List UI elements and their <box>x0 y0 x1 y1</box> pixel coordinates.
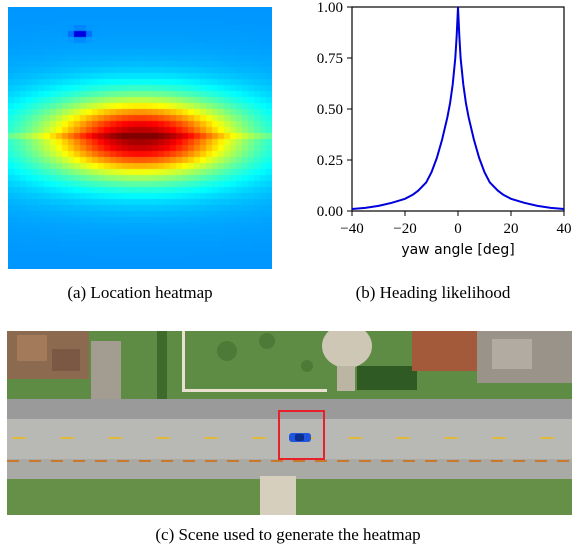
road-lower-lane <box>7 459 572 479</box>
caption-a: (a) Location heatmap <box>67 283 213 302</box>
road-edge-dash <box>469 460 481 462</box>
scene-aerial-view <box>7 331 572 515</box>
y-tick-label: 1.00 <box>317 0 343 16</box>
road-dash <box>492 437 506 439</box>
heading-likelihood-chart: −40 −20 0 20 40 0.00 0.25 0.50 0.75 1.00 yaw angle… <box>317 0 572 258</box>
vehicle-roof <box>295 434 304 441</box>
y-tick-label: 0.25 <box>317 153 343 169</box>
road-edge-dash <box>227 460 239 462</box>
road-edge-dash <box>513 460 525 462</box>
sidewalk-top <box>7 399 572 419</box>
road-edge-dash <box>315 460 327 462</box>
road-dash <box>540 437 554 439</box>
road-edge-dash <box>447 460 459 462</box>
fence-vertical <box>182 331 185 391</box>
road-dash <box>444 437 458 439</box>
road-edge-dash <box>403 460 415 462</box>
road-edge-dash <box>73 460 85 462</box>
road-edge-dash <box>7 460 19 462</box>
y-tick-label: 0.50 <box>317 102 343 118</box>
road-dash <box>204 437 218 439</box>
road-edge-dash <box>359 460 371 462</box>
road-edge-dash <box>95 460 107 462</box>
road-dash <box>252 437 266 439</box>
caption-b: (b) Heading likelihood <box>355 283 511 302</box>
y-tick-label: 0.00 <box>317 204 343 220</box>
checkered-walkway <box>260 476 296 515</box>
road-edge-dash <box>205 460 217 462</box>
road-edge-dash <box>557 460 569 462</box>
vehicle-highlight-box <box>278 410 325 460</box>
x-tick-label: −20 <box>393 221 416 237</box>
driveway-left <box>91 341 121 399</box>
road-dash <box>156 437 170 439</box>
road-center-dashes <box>12 437 554 439</box>
road-edge-dash <box>425 460 437 462</box>
heatmap-image <box>8 7 272 269</box>
road-edge-dash <box>337 460 349 462</box>
checkered-plaza <box>322 331 372 368</box>
road-dash <box>12 437 26 439</box>
road-edge-dashes <box>7 460 569 462</box>
road-dash <box>60 437 74 439</box>
plaza-path <box>337 366 355 391</box>
roof-detail <box>17 335 47 361</box>
x-axis-label: yaw angle [deg] <box>401 242 514 258</box>
location-heatmap <box>8 7 272 269</box>
likelihood-curve <box>351 6 565 210</box>
x-tick-label: 0 <box>454 221 462 237</box>
x-tick-label: 20 <box>504 221 519 237</box>
road-edge-dash <box>139 460 151 462</box>
y-tick-label: 0.75 <box>317 51 343 67</box>
tree <box>217 341 237 361</box>
road-edge-dash <box>183 460 195 462</box>
road-edge-dash <box>381 460 393 462</box>
fence-horizontal <box>182 389 327 392</box>
tree <box>259 333 275 349</box>
roof-detail <box>492 339 532 369</box>
road-dash <box>108 437 122 439</box>
x-tick-label: −40 <box>340 221 363 237</box>
roof-detail <box>52 349 80 371</box>
plot-frame <box>351 6 565 212</box>
road-edge-dash <box>29 460 41 462</box>
road-dash <box>348 437 362 439</box>
x-tick-label: 40 <box>557 221 572 237</box>
house-roof-right <box>412 331 477 371</box>
road-edge-dash <box>491 460 503 462</box>
road-dash <box>396 437 410 439</box>
road-edge-dash <box>271 460 283 462</box>
road-edge-dash <box>51 460 63 462</box>
hedge-row <box>357 366 417 390</box>
road-edge-dash <box>535 460 547 462</box>
road-edge-dash <box>117 460 129 462</box>
road-edge-dash <box>249 460 261 462</box>
tree <box>301 360 313 372</box>
road-edge-dash <box>161 460 173 462</box>
road-edge-dash <box>293 460 305 462</box>
caption-c: (c) Scene used to generate the heatmap <box>155 525 421 544</box>
hedge-left <box>157 331 167 399</box>
